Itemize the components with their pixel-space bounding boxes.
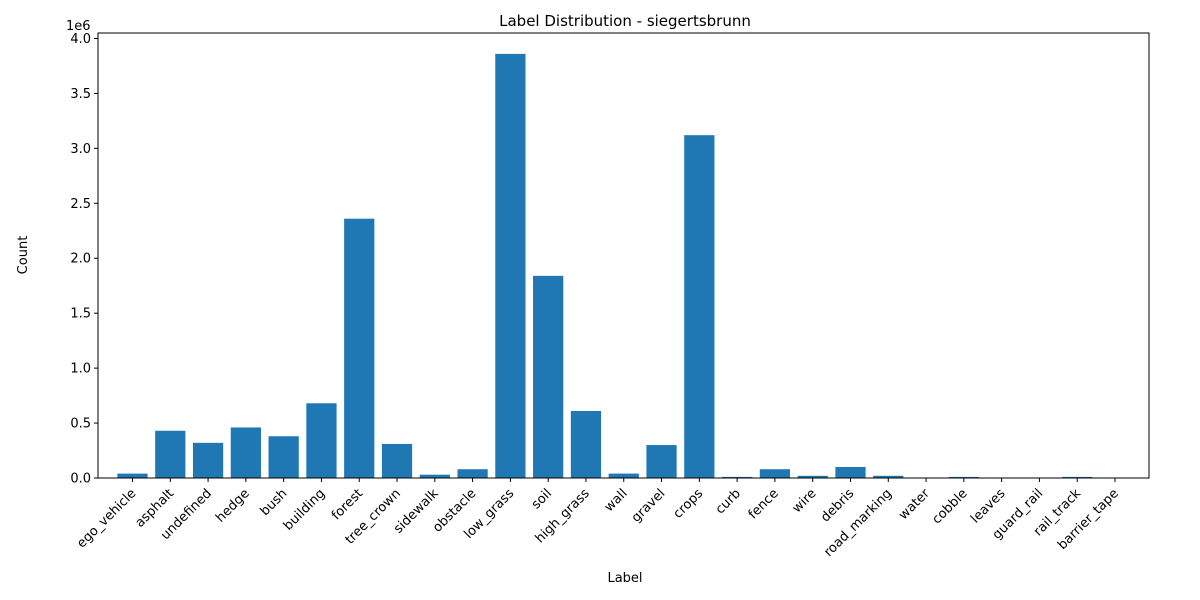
bar-sidewalk (419, 474, 450, 478)
y-tick-label: 0.5 (70, 417, 91, 432)
y-multiplier-label: 1e6 (66, 19, 91, 34)
y-tick-label: 2.0 (70, 252, 91, 267)
bar-high-grass (570, 410, 602, 478)
y-tick-label: 4.0 (70, 32, 91, 47)
x-tick-label: gravel (629, 486, 669, 526)
x-tick-label: hedge (213, 486, 252, 525)
bar-fence (759, 469, 791, 478)
x-tick-label: curb (713, 486, 744, 517)
bar-soil (533, 275, 564, 478)
y-axis-label: Count (16, 236, 31, 275)
x-tick-label: fence (746, 486, 782, 522)
bar-wire (797, 475, 828, 478)
y-tick-label: 2.5 (70, 197, 91, 212)
x-tick-label: building (281, 486, 328, 533)
x-axis-label: Label (607, 571, 642, 586)
bars-group (117, 53, 1131, 478)
bar-cobble (948, 476, 979, 478)
x-tick-label: road_marking (821, 486, 895, 560)
x-tick-label: water (896, 486, 933, 523)
x-tick-label: ego_vehicle (74, 486, 139, 551)
bar-obstacle (457, 469, 488, 478)
plot-frame (97, 32, 1150, 479)
y-tick-label: 1.0 (70, 362, 91, 377)
bar-road-marking (873, 475, 904, 478)
bar-forest (344, 218, 375, 478)
x-tick-label: crops (671, 486, 707, 522)
bar-rail-track (1062, 476, 1093, 478)
x-tick-label: bush (258, 486, 291, 519)
chart-title: Label Distribution - siegertsbrunn (499, 12, 751, 30)
y-tick-label: 0.0 (70, 472, 91, 487)
bar-wall (608, 473, 639, 478)
x-tick-label: wire (790, 486, 820, 516)
x-tick-label: cobble (930, 486, 971, 527)
bar-curb (722, 476, 753, 478)
bar-debris (835, 467, 866, 478)
y-tick-label: 3.5 (70, 87, 91, 102)
x-tick-label: wall (602, 486, 631, 515)
bar-tree-crown (381, 443, 413, 478)
bar-hedge (230, 427, 261, 478)
bar-asphalt (155, 430, 186, 478)
y-tick-label: 3.0 (70, 142, 91, 157)
y-axis: 0.0 0.5 1.0 1.5 2.0 2.5 3.0 3.5 4.0 (70, 32, 98, 487)
bar-building (306, 403, 337, 478)
x-tick-label: soil (529, 486, 555, 512)
bar-low-grass (495, 53, 526, 478)
bar-undefined (192, 442, 224, 478)
bar-ego-vehicle (117, 473, 148, 478)
bar-bush (268, 436, 299, 478)
y-tick-label: 1.5 (70, 307, 91, 322)
bar-gravel (646, 445, 677, 478)
bar-crops (684, 135, 715, 478)
